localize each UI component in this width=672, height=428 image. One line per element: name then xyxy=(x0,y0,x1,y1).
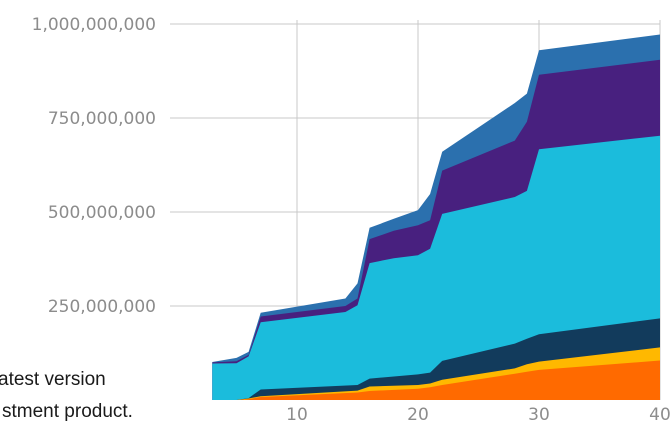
x-tick-label: 30 xyxy=(528,405,550,425)
x-axis-ticks: 10 20 30 40 xyxy=(286,405,671,425)
y-axis-ticks: 250,000,000 500,000,000 750,000,000 1,000,0… xyxy=(32,15,156,317)
y-tick-label: 1,000,000,000 xyxy=(32,15,156,35)
overlay-text-line-2: stment product. xyxy=(2,401,133,422)
y-tick-label: 750,000,000 xyxy=(48,109,156,129)
area-series xyxy=(212,34,661,400)
y-tick-label: 250,000,000 xyxy=(48,297,156,317)
area-series-1 xyxy=(212,360,661,400)
x-tick-label: 20 xyxy=(407,405,429,425)
x-tick-label: 40 xyxy=(649,405,671,425)
overlay-text-line-1: atest version xyxy=(0,369,106,390)
y-tick-label: 500,000,000 xyxy=(48,203,156,223)
x-tick-label: 10 xyxy=(286,405,308,425)
